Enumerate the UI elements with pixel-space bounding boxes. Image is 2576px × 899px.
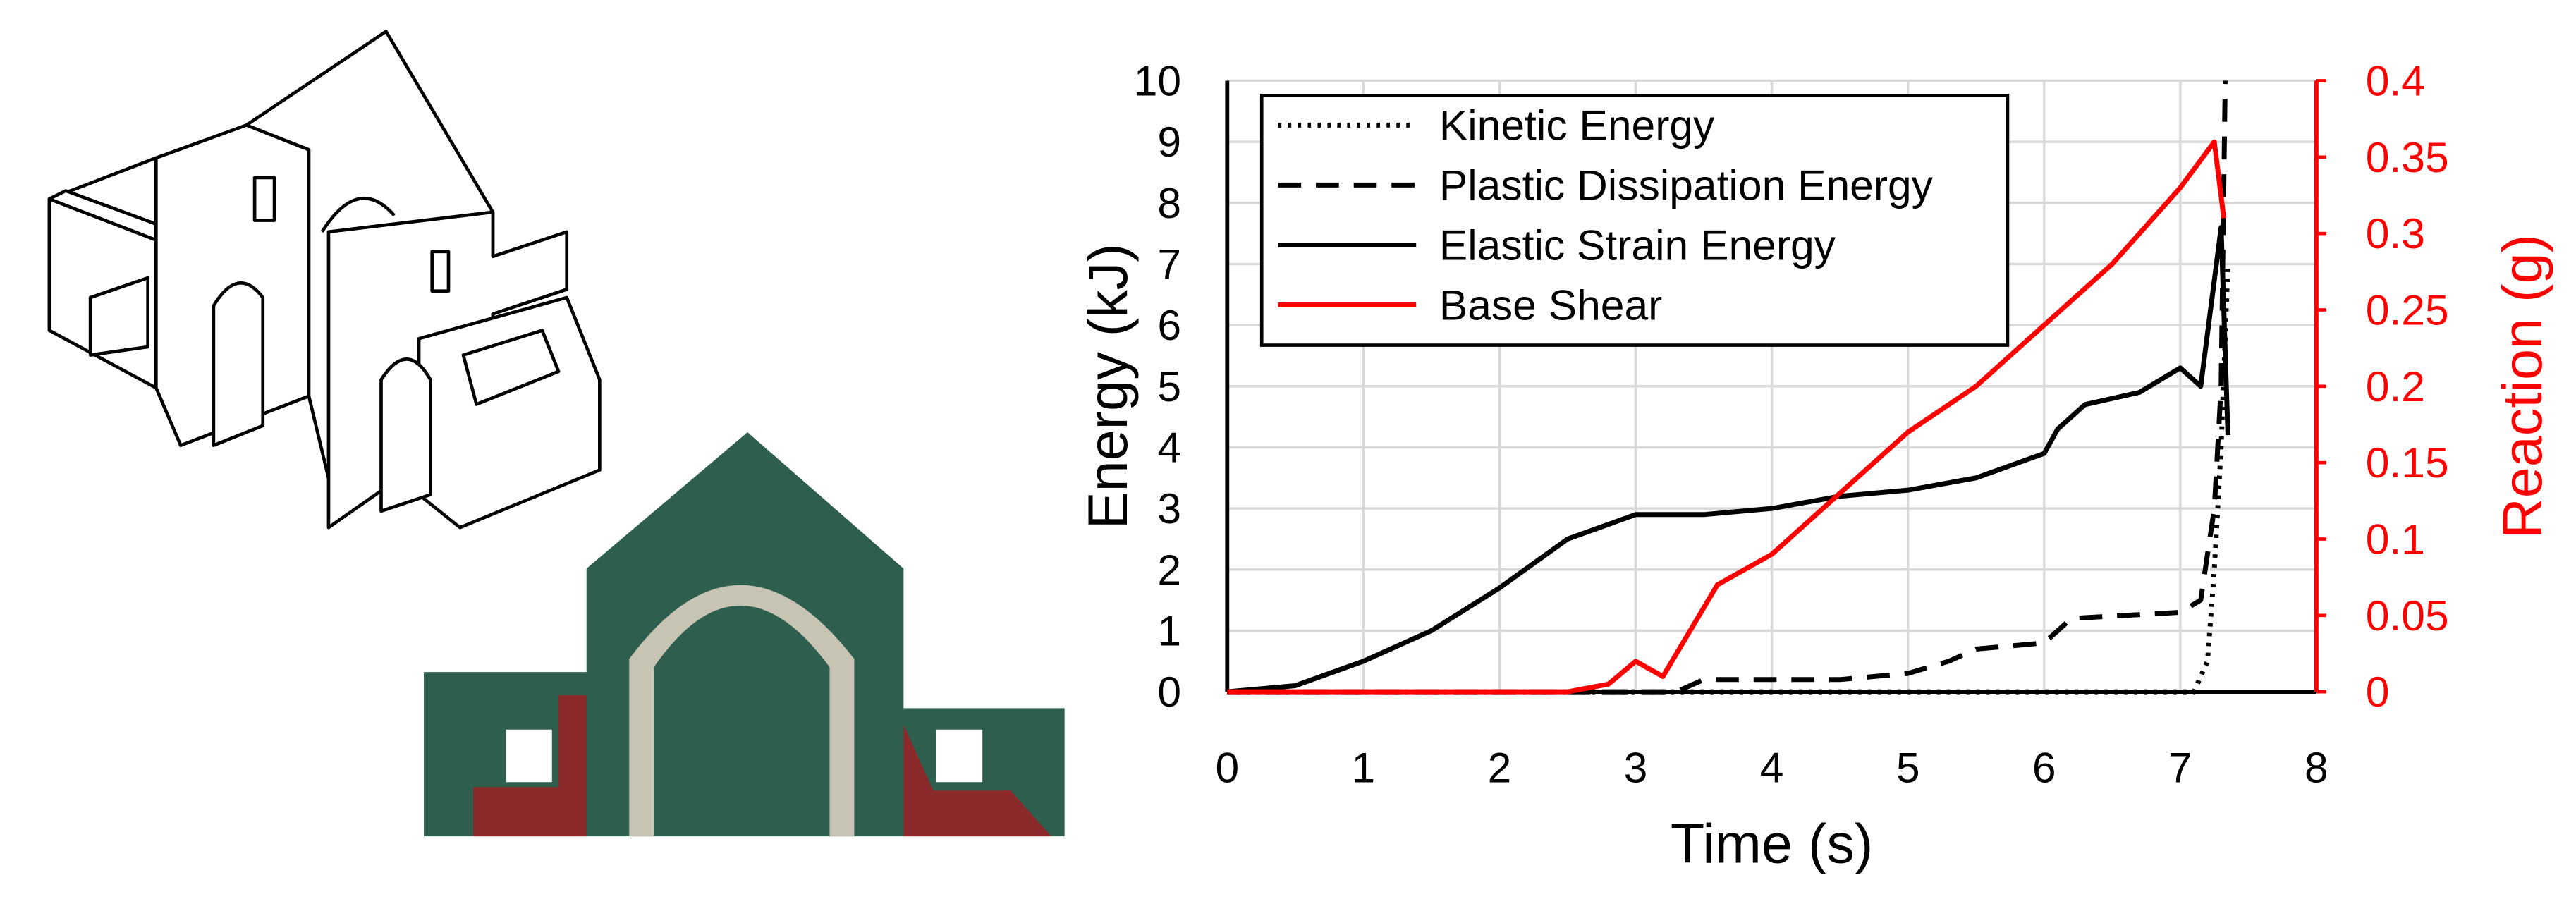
y-axis-label: Energy (kJ) xyxy=(1076,243,1139,529)
x-tick-label: 4 xyxy=(1760,743,1784,791)
x-axis-label: Time (s) xyxy=(1671,812,1873,874)
x-tick-label: 1 xyxy=(1352,743,1376,791)
legend-label: Base Shear xyxy=(1439,281,1662,329)
y-tick-label: 8 xyxy=(1157,179,1181,227)
y-tick-label: 10 xyxy=(1134,56,1181,104)
y-tick-label: 1 xyxy=(1157,606,1181,654)
y2-axis-label: Reaction (g) xyxy=(2491,234,2553,538)
y-tick-label: 7 xyxy=(1157,240,1181,288)
y2-tick-label: 0.2 xyxy=(2366,362,2425,410)
x-tick-label: 8 xyxy=(2305,743,2328,791)
y-tick-label: 2 xyxy=(1157,546,1181,594)
legend-label: Kinetic Energy xyxy=(1439,101,1715,149)
y-tick-label: 3 xyxy=(1157,484,1181,532)
x-tick-label: 6 xyxy=(2032,743,2056,791)
y-tick-label: 5 xyxy=(1157,362,1181,410)
y2-tick-label: 0.05 xyxy=(2366,592,2449,640)
y2-tick-label: 0.3 xyxy=(2366,209,2425,257)
x-tick-label: 7 xyxy=(2168,743,2192,791)
legend: Kinetic Energy Plastic Dissipation Energy… xyxy=(1259,94,2010,347)
y2-tick-label: 0 xyxy=(2366,668,2390,716)
y-tick-label: 9 xyxy=(1157,118,1181,166)
y-tick-label: 0 xyxy=(1157,668,1181,716)
legend-label: Elastic Strain Energy xyxy=(1439,221,1836,269)
x-tick-label: 0 xyxy=(1215,743,1239,791)
x-tick-label: 3 xyxy=(1624,743,1648,791)
y-tick-label: 6 xyxy=(1157,301,1181,349)
y2-tick-label: 0.15 xyxy=(2366,439,2449,487)
x-tick-label: 2 xyxy=(1488,743,1512,791)
series-line xyxy=(1226,224,2230,695)
series-line xyxy=(1227,80,2228,695)
legend-label: Plastic Dissipation Energy xyxy=(1439,161,1934,209)
facade-model xyxy=(424,432,1065,837)
series-line xyxy=(1227,264,2230,695)
y2-tick-label: 0.1 xyxy=(2366,515,2425,563)
y-tick-label: 4 xyxy=(1157,423,1181,471)
y2-tick-label: 0.35 xyxy=(2366,133,2449,181)
x-tick-label: 5 xyxy=(1896,743,1920,791)
y2-tick-label: 0.25 xyxy=(2366,286,2449,334)
y2-tick-label: 0.4 xyxy=(2366,56,2425,104)
building-sketch xyxy=(47,30,602,530)
series-line xyxy=(1227,139,2227,695)
